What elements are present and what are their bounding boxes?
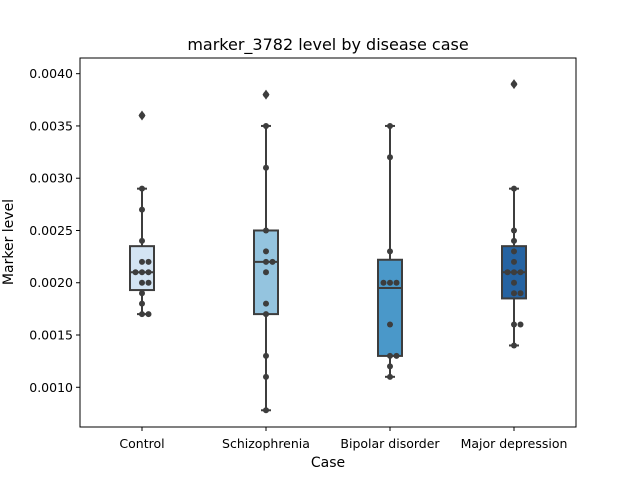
data-point <box>139 259 145 265</box>
y-tick-label: 0.0025 <box>29 223 73 238</box>
data-point <box>263 259 269 265</box>
x-axis: Control Schizophrenia Bipolar disorder Majo… <box>119 427 567 451</box>
data-point <box>263 227 269 233</box>
x-tick-label: Bipolar disorder <box>340 436 440 451</box>
data-point <box>387 248 393 254</box>
data-point <box>511 248 517 254</box>
data-point <box>146 259 152 265</box>
box <box>378 260 402 356</box>
data-point <box>263 311 269 317</box>
data-point <box>387 322 393 328</box>
plot-frame <box>80 58 576 427</box>
data-point <box>511 280 517 286</box>
data-point <box>511 290 517 296</box>
data-point <box>263 353 269 359</box>
data-point <box>263 374 269 380</box>
data-point <box>511 186 517 192</box>
box-group <box>502 79 526 345</box>
data-point <box>387 363 393 369</box>
data-point <box>139 238 145 244</box>
data-point <box>387 154 393 160</box>
data-point <box>146 311 152 317</box>
y-tick-label: 0.0030 <box>29 171 73 186</box>
data-point <box>511 269 517 275</box>
y-axis-label: Marker level <box>1 199 17 285</box>
y-tick-label: 0.0010 <box>29 380 73 395</box>
y-tick-label: 0.0035 <box>29 118 73 133</box>
data-point <box>505 269 511 275</box>
data-point <box>511 81 517 87</box>
data-point <box>387 280 393 286</box>
data-point <box>263 165 269 171</box>
data-point <box>387 353 393 359</box>
data-point <box>263 301 269 307</box>
x-tick-label: Major depression <box>461 436 568 451</box>
data-point <box>146 280 152 286</box>
data-point <box>518 322 524 328</box>
plot-area <box>130 79 526 413</box>
x-axis-label: Case <box>311 455 345 471</box>
data-point <box>263 407 269 413</box>
y-tick-label: 0.0040 <box>29 66 73 81</box>
data-point <box>139 311 145 317</box>
data-point <box>387 123 393 129</box>
data-point <box>263 92 269 98</box>
data-point <box>146 269 152 275</box>
y-tick-label: 0.0020 <box>29 275 73 290</box>
data-point <box>511 259 517 265</box>
y-axis: 0.0010 0.0015 0.0020 0.0025 0.0030 0.0035 0.00… <box>29 66 80 395</box>
data-point <box>387 374 393 380</box>
x-tick-label: Schizophrenia <box>222 436 310 451</box>
data-point <box>139 186 145 192</box>
data-point <box>511 322 517 328</box>
data-point <box>139 112 145 118</box>
data-point <box>139 269 145 275</box>
data-point <box>139 301 145 307</box>
data-point <box>518 290 524 296</box>
data-point <box>270 259 276 265</box>
data-point <box>511 227 517 233</box>
data-point <box>394 280 400 286</box>
y-tick-label: 0.0015 <box>29 328 73 343</box>
data-point <box>139 280 145 286</box>
data-point <box>133 269 139 275</box>
data-point <box>139 207 145 213</box>
x-tick-label: Control <box>119 436 164 451</box>
data-point <box>381 280 387 286</box>
data-point <box>263 123 269 129</box>
data-point <box>139 290 145 296</box>
data-point <box>511 342 517 348</box>
chart-title: marker_3782 level by disease case <box>187 35 468 55</box>
data-point <box>518 269 524 275</box>
data-point <box>263 248 269 254</box>
data-point <box>394 353 400 359</box>
data-point <box>263 269 269 275</box>
box-plot-chart: marker_3782 level by disease case 0.0010… <box>0 0 640 480</box>
data-point <box>511 238 517 244</box>
